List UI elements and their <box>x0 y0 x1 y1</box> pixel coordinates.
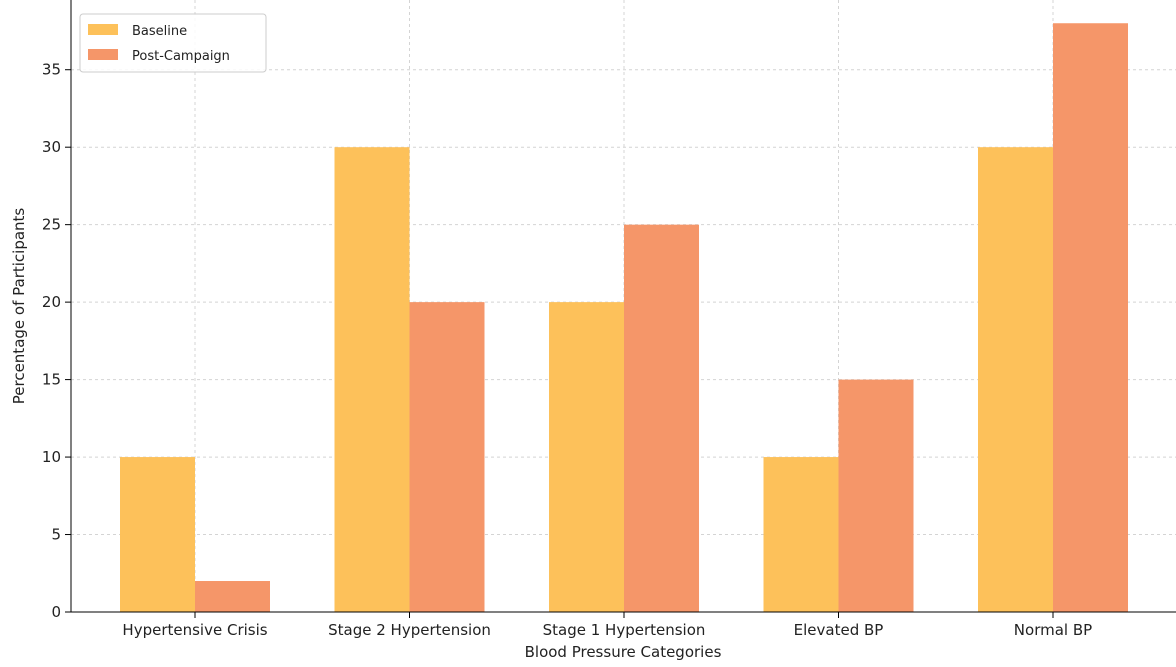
bar-baseline-4 <box>978 147 1053 612</box>
bar-baseline-2 <box>549 302 624 612</box>
x-tick-label: Stage 2 Hypertension <box>328 621 491 639</box>
legend: Baseline Post-Campaign <box>79 13 267 73</box>
legend-label-post-campaign: Post-Campaign <box>132 49 230 64</box>
x-axis-ticks: Hypertensive Crisis Stage 2 Hypertension S… <box>122 612 1092 639</box>
bar-baseline-1 <box>334 147 410 612</box>
y-axis-title: Percentage of Participants <box>10 208 28 405</box>
y-tick-label: 30 <box>42 138 61 156</box>
bar-post-campaign-1 <box>409 302 485 612</box>
x-tick-label: Elevated BP <box>794 621 884 639</box>
bars <box>120 23 1128 613</box>
y-axis-ticks: 0 5 10 15 20 25 30 35 <box>42 61 71 621</box>
y-tick-label: 10 <box>42 448 61 466</box>
y-tick-label: 35 <box>42 61 61 79</box>
x-tick-label: Normal BP <box>1014 621 1092 639</box>
legend-box <box>79 13 267 73</box>
legend-swatch-post-campaign <box>88 49 118 60</box>
bar-baseline-3 <box>763 457 839 612</box>
bar-post-campaign-3 <box>838 379 914 612</box>
x-tick-label: Stage 1 Hypertension <box>543 621 706 639</box>
bar-baseline-0 <box>120 457 195 612</box>
x-axis-title: Blood Pressure Categories <box>525 643 722 661</box>
y-tick-label: 20 <box>42 293 61 311</box>
y-tick-label: 25 <box>42 216 61 234</box>
y-tick-label: 15 <box>42 371 61 389</box>
y-tick-label: 0 <box>51 603 61 621</box>
x-tick-label: Hypertensive Crisis <box>122 621 267 639</box>
legend-swatch-baseline <box>88 24 118 35</box>
bar-post-campaign-0 <box>195 581 270 612</box>
bar-post-campaign-4 <box>1053 23 1128 613</box>
legend-label-baseline: Baseline <box>132 24 187 39</box>
y-tick-label: 5 <box>51 526 61 544</box>
bar-post-campaign-2 <box>624 224 699 612</box>
